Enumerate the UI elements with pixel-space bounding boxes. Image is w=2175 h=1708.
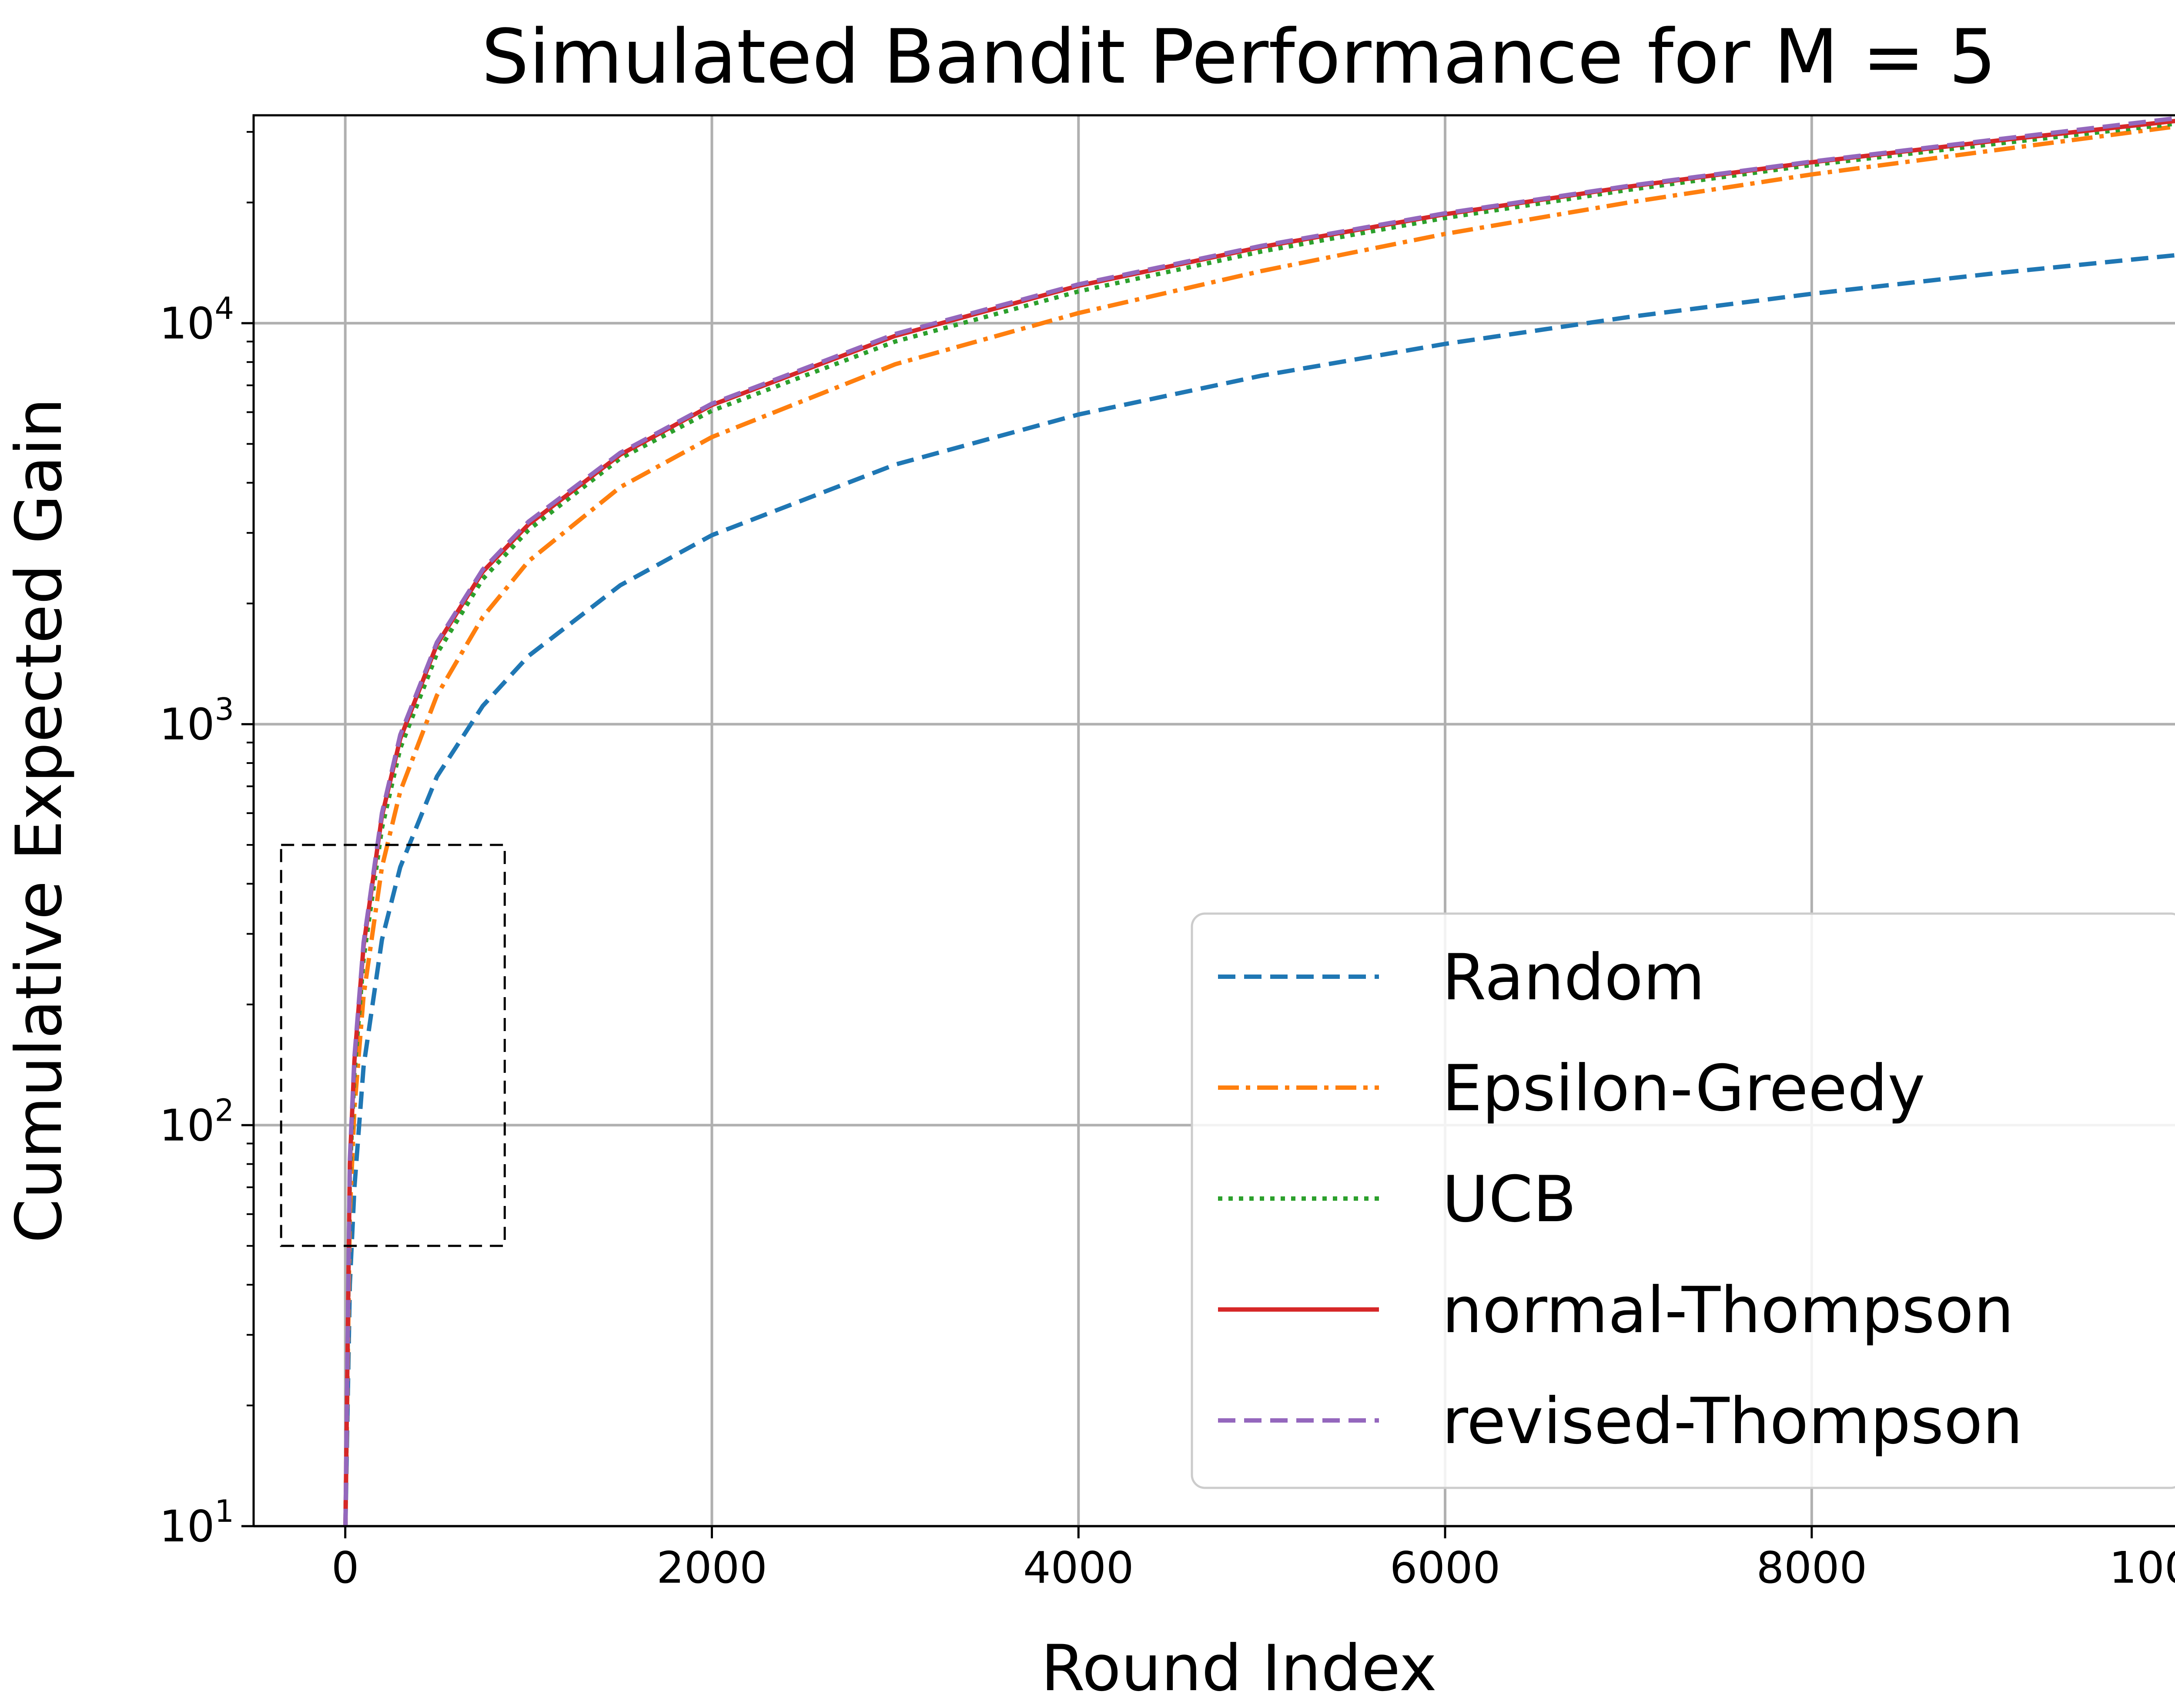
- x-tick-label: 2000: [656, 1542, 767, 1593]
- x-tick-label: 4000: [1023, 1542, 1134, 1593]
- series-line-revised-thompson: [343, 116, 2175, 1527]
- zoom-region-box: [280, 844, 506, 1247]
- y-tick-label: 103: [159, 692, 234, 750]
- y-tick-exponent: 4: [214, 291, 234, 326]
- annotation: [280, 844, 506, 1247]
- legend-label: UCB: [1442, 1162, 1576, 1236]
- legend: Random Epsilon-Greedy UCB normal-Thompson re…: [1191, 912, 2175, 1489]
- y-tick-exponent: 2: [214, 1092, 234, 1128]
- y-tick-base: 10: [159, 1501, 214, 1552]
- legend-label: normal-Thompson: [1442, 1273, 2014, 1347]
- x-axis-label: Round Index: [1041, 1631, 1437, 1705]
- axis-ticks: 0200040006000800010000101102103104: [159, 131, 2175, 1593]
- y-tick-exponent: 1: [214, 1494, 234, 1529]
- legend-label: revised-Thompson: [1442, 1384, 2023, 1458]
- legend-box: [1191, 912, 2175, 1489]
- series-lines: [343, 116, 2175, 1527]
- x-tick-label: 0: [331, 1542, 359, 1593]
- plot-frame: [252, 114, 2175, 1527]
- y-tick-exponent: 3: [214, 692, 234, 727]
- legend-label: Random: [1442, 941, 1705, 1015]
- chart-title: Simulated Bandit Performance for M = 5: [482, 13, 1996, 100]
- y-tick-base: 10: [159, 1100, 214, 1151]
- series-line-random: [343, 253, 2175, 1527]
- y-tick-base: 10: [159, 699, 214, 750]
- y-tick-label: 102: [159, 1092, 234, 1151]
- x-tick-label: 6000: [1390, 1542, 1501, 1593]
- y-axis-label: Cumulative Expected Gain: [2, 398, 76, 1243]
- y-tick-base: 10: [159, 298, 214, 349]
- x-tick-label: 8000: [1757, 1542, 1867, 1593]
- y-tick-label: 104: [159, 291, 234, 349]
- legend-label: Epsilon-Greedy: [1442, 1052, 1925, 1125]
- y-tick-label: 101: [159, 1494, 234, 1552]
- x-tick-label: 10000: [2109, 1542, 2175, 1593]
